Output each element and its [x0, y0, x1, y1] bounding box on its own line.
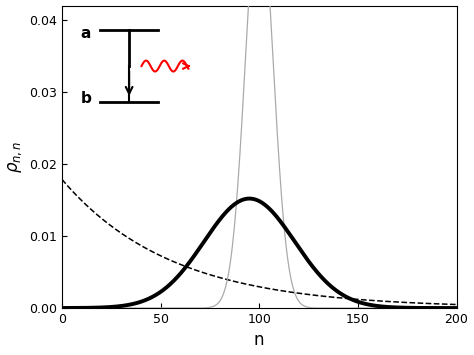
X-axis label: n: n	[254, 332, 264, 349]
Y-axis label: $\rho_{n,n}$: $\rho_{n,n}$	[6, 141, 24, 173]
